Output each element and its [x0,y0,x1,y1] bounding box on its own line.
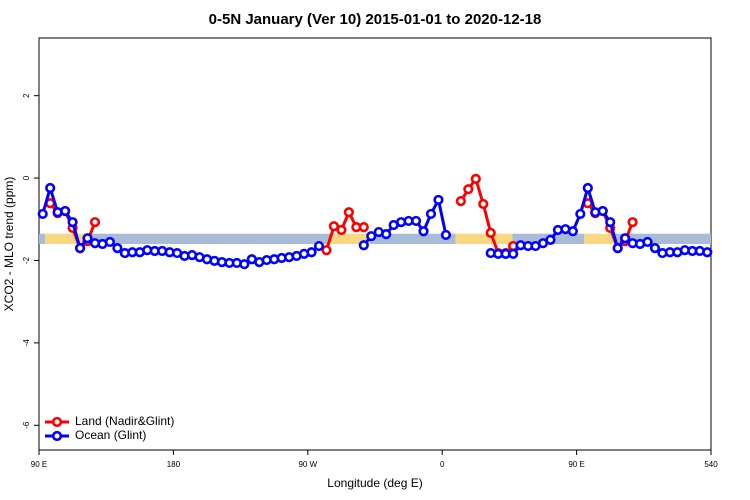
point [366,231,377,242]
point [575,208,586,220]
point [410,215,422,227]
point [582,182,593,194]
legend-label: Land (Nadir&Glint) [75,414,174,428]
surface-band [330,233,371,244]
point [381,229,392,240]
y-tick-label: -6 [22,421,31,429]
point [74,243,86,254]
point [702,247,713,258]
point [418,226,429,237]
surface-band [584,233,616,244]
surface-band [39,233,45,244]
point [627,217,638,228]
point [597,205,608,217]
point [425,208,437,220]
y-tick-label: -4 [22,339,31,347]
point [343,207,354,218]
legend-marker [51,430,63,442]
point [642,236,653,248]
point [567,226,578,237]
x-tick-label: 0 [440,460,445,469]
legend-label: Ocean (Glint) [75,428,146,442]
point [104,236,116,248]
point [358,240,369,251]
x-tick-label: 540 [704,460,718,469]
point [605,217,616,228]
point [478,198,489,210]
point [433,194,444,206]
y-tick-label: 0 [22,175,31,180]
surface-band [83,233,331,244]
point [60,205,71,217]
point [612,243,623,254]
point [470,173,481,185]
x-axis-label: Longitude (deg E) [327,476,422,490]
point [463,184,474,195]
point [313,240,325,252]
point [112,243,123,254]
point [239,259,250,270]
point [455,196,466,207]
point [440,229,452,241]
chart-title: 0-5N January (Ver 10) 2015-01-01 to 2020… [209,11,542,28]
point [508,248,519,259]
y-tick-label: -2 [22,256,31,264]
point [82,233,93,244]
surface-band [455,233,513,244]
point [328,221,340,232]
legend-marker [51,416,63,428]
point [45,182,56,194]
x-tick-label: 180 [167,460,181,469]
x-tick-label: 90 E [568,460,584,469]
point [485,227,496,238]
point [620,233,631,244]
y-axis-label: XCO2 - MLO trend (ppm) [2,177,16,312]
point [306,247,317,258]
x-tick-label: 90 E [31,460,47,469]
x-tick-label: 90 W [298,460,317,469]
point [321,245,332,256]
point [67,217,78,228]
point [649,243,661,254]
point [37,208,48,220]
surface-band [370,233,456,244]
surface-band [615,233,711,244]
point [336,224,347,236]
point [89,217,101,228]
point [358,222,369,233]
surface-band [44,233,84,244]
point [545,234,556,245]
y-tick-label: 2 [22,93,31,98]
